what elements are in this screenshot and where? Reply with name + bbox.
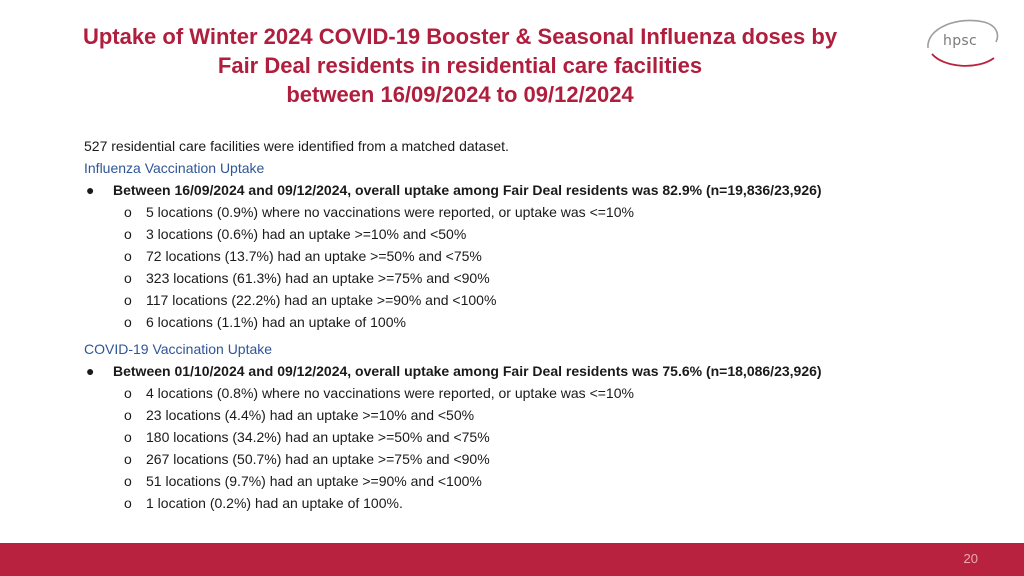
- bullet-dot-icon: ●: [86, 363, 95, 379]
- circle-bullet-icon: o: [124, 429, 132, 445]
- list-item-text: 23 locations (4.4%) had an uptake >=10% …: [146, 407, 475, 423]
- hpsc-logo: hpsc: [918, 14, 1002, 72]
- list-item-text: 72 locations (13.7%) had an uptake >=50%…: [146, 248, 482, 264]
- list-item: o 323 locations (61.3%) had an uptake >=7…: [84, 267, 984, 289]
- covid-summary: ● Between 01/10/2024 and 09/12/2024, ove…: [84, 360, 984, 382]
- influenza-summary: ● Between 16/09/2024 and 09/12/2024, ove…: [84, 179, 984, 201]
- footer-bar: 20: [0, 543, 1024, 576]
- logo-text: hpsc: [943, 33, 977, 49]
- list-item-text: 5 locations (0.9%) where no vaccinations…: [146, 204, 634, 220]
- list-item: o 267 locations (50.7%) had an uptake >=7…: [84, 448, 984, 470]
- circle-bullet-icon: o: [124, 226, 132, 242]
- title-line-3: between 16/09/2024 to 09/12/2024: [286, 82, 634, 107]
- list-item-text: 1 location (0.2%) had an uptake of 100%.: [146, 495, 403, 511]
- circle-bullet-icon: o: [124, 473, 132, 489]
- title-line-1: Uptake of Winter 2024 COVID-19 Booster &…: [82, 24, 838, 49]
- circle-bullet-icon: o: [124, 407, 132, 423]
- circle-bullet-icon: o: [124, 248, 132, 264]
- list-item-text: 180 locations (34.2%) had an uptake >=50…: [146, 429, 490, 445]
- circle-bullet-icon: o: [124, 270, 132, 286]
- hpsc-logo-swirl-icon: [927, 19, 999, 67]
- list-item-text: 117 locations (22.2%) had an uptake >=90…: [146, 292, 497, 308]
- list-item: o 23 locations (4.4%) had an uptake >=10%…: [84, 404, 984, 426]
- influenza-heading: Influenza Vaccination Uptake: [84, 160, 265, 176]
- circle-bullet-icon: o: [124, 314, 132, 330]
- list-item-text: 3 locations (0.6%) had an uptake >=10% a…: [146, 226, 467, 242]
- list-item-text: 323 locations (61.3%) had an uptake >=75…: [146, 270, 490, 286]
- slide-body: 527 residential care facilities were ide…: [84, 135, 984, 514]
- covid-summary-text: Between 01/10/2024 and 09/12/2024, overa…: [113, 363, 822, 379]
- covid-list: o 4 locations (0.8%) where no vaccination…: [84, 382, 984, 514]
- list-item: o 5 locations (0.9%) where no vaccination…: [84, 201, 984, 223]
- circle-bullet-icon: o: [124, 385, 132, 401]
- list-item-text: 4 locations (0.8%) where no vaccinations…: [146, 385, 634, 401]
- list-item-text: 51 locations (9.7%) had an uptake >=90% …: [146, 473, 482, 489]
- list-item: o 180 locations (34.2%) had an uptake >=5…: [84, 426, 984, 448]
- slide-title: Uptake of Winter 2024 COVID-19 Booster &…: [0, 22, 920, 109]
- circle-bullet-icon: o: [124, 451, 132, 467]
- circle-bullet-icon: o: [124, 292, 132, 308]
- list-item: o 3 locations (0.6%) had an uptake >=10% …: [84, 223, 984, 245]
- title-line-2: Fair Deal residents in residential care …: [217, 53, 703, 78]
- circle-bullet-icon: o: [124, 204, 132, 220]
- influenza-list: o 5 locations (0.9%) where no vaccination…: [84, 201, 984, 333]
- list-item: o 117 locations (22.2%) had an uptake >=9…: [84, 289, 984, 311]
- circle-bullet-icon: o: [124, 495, 132, 511]
- list-item: o 51 locations (9.7%) had an uptake >=90%…: [84, 470, 984, 492]
- list-item: o 72 locations (13.7%) had an uptake >=50…: [84, 245, 984, 267]
- list-item: o 4 locations (0.8%) where no vaccination…: [84, 382, 984, 404]
- covid-heading: COVID-19 Vaccination Uptake: [84, 341, 273, 357]
- list-item: o 1 location (0.2%) had an uptake of 100%…: [84, 492, 984, 514]
- list-item-text: 6 locations (1.1%) had an uptake of 100%: [146, 314, 406, 330]
- bullet-dot-icon: ●: [86, 182, 95, 198]
- page-number: 20: [963, 551, 978, 566]
- list-item: o 6 locations (1.1%) had an uptake of 100…: [84, 311, 984, 333]
- list-item-text: 267 locations (50.7%) had an uptake >=75…: [146, 451, 490, 467]
- influenza-summary-text: Between 16/09/2024 and 09/12/2024, overa…: [113, 182, 822, 198]
- intro-text: 527 residential care facilities were ide…: [84, 138, 509, 154]
